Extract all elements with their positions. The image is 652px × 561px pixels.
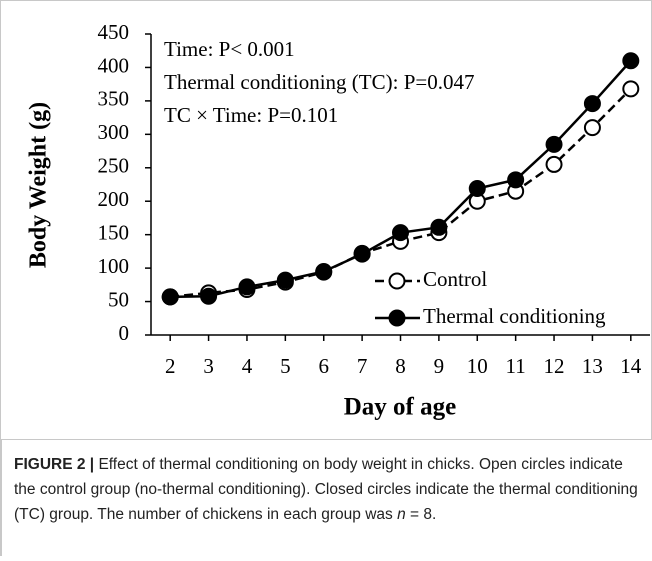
- y-tick-label: 100: [98, 254, 130, 278]
- annotation: TC × Time: P=0.101: [164, 103, 338, 127]
- point: [583, 119, 601, 137]
- caption: FIGURE 2 | Effect of thermal conditionin…: [14, 452, 639, 527]
- legend-marker: [388, 309, 406, 327]
- y-tick-label: 150: [98, 220, 130, 244]
- point: [430, 218, 448, 236]
- point: [545, 135, 563, 153]
- point: [353, 245, 371, 263]
- point: [468, 180, 486, 198]
- point: [276, 271, 294, 289]
- point: [392, 224, 409, 242]
- x-tick-label: 7: [357, 354, 368, 378]
- x-tick-label: 3: [203, 354, 214, 378]
- y-tick-label: 300: [98, 120, 130, 144]
- legend-label: Control: [423, 267, 487, 291]
- y-tick-label: 400: [98, 53, 130, 77]
- x-tick-label: 11: [506, 354, 526, 378]
- annotation: Time: P< 0.001: [164, 37, 295, 61]
- y-tick-label: 350: [98, 87, 130, 111]
- y-tick-label: 250: [98, 154, 130, 178]
- point: [507, 171, 525, 189]
- caption-label: FIGURE 2 |: [14, 456, 95, 473]
- point: [583, 95, 601, 113]
- point: [545, 155, 563, 173]
- caption-bar: [0, 440, 2, 556]
- caption-end: = 8.: [405, 506, 437, 523]
- point: [238, 278, 256, 296]
- y-axis-label: Body Weight (g): [26, 102, 52, 268]
- x-tick-label: 6: [318, 354, 329, 378]
- point: [622, 52, 640, 70]
- legend-marker: [388, 272, 406, 290]
- x-tick-label: 8: [395, 354, 406, 378]
- y-tick-label: 50: [108, 287, 129, 311]
- y-tick-label: 0: [119, 321, 130, 345]
- point: [200, 287, 218, 305]
- point: [622, 80, 640, 98]
- chart: Body Weight (g) Day of age 0 50 100 150 200 2…: [0, 0, 652, 440]
- annotation: Thermal conditioning (TC): P=0.047: [164, 70, 474, 94]
- x-tick-label: 12: [544, 354, 565, 378]
- x-tick-label: 9: [434, 354, 445, 378]
- x-tick-label: 10: [467, 354, 488, 378]
- y-tick-label: 450: [98, 20, 130, 44]
- x-tick-label: 14: [620, 354, 642, 378]
- x-tick-label: 13: [582, 354, 603, 378]
- x-tick-label: 5: [280, 354, 291, 378]
- caption-text: Effect of thermal conditioning on body w…: [14, 456, 638, 523]
- point: [315, 262, 333, 280]
- x-tick-label: 2: [165, 354, 176, 378]
- x-tick-label: 4: [242, 354, 253, 378]
- x-axis-label: Day of age: [344, 394, 456, 421]
- series-line: [170, 59, 632, 299]
- y-tick-label: 200: [98, 187, 130, 211]
- point: [161, 288, 179, 306]
- caption-italic: n: [397, 506, 406, 523]
- legend-label: Thermal conditioning: [423, 304, 606, 328]
